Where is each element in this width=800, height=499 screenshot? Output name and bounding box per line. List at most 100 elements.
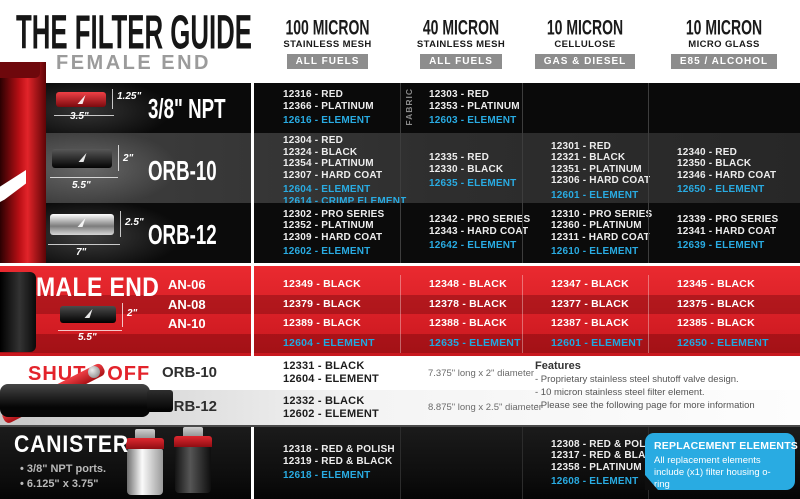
- element-part-number: 12639 - ELEMENT: [677, 240, 765, 252]
- section-label-female-end: FEMALE END: [56, 52, 211, 74]
- column-header-40-micron: 40 MICRON STAINLESS MESH ALL FUELS: [416, 16, 506, 69]
- canister-section: CANISTER • 3/8" NPT ports. • 6.125" x 3.…: [0, 425, 800, 499]
- element-part-number: 12616 - ELEMENT: [283, 115, 371, 127]
- part-number: 12346 - HARD COAT: [677, 169, 777, 181]
- part-number: 12309 - HARD COAT: [283, 231, 383, 243]
- shutoff-valve-nose: [147, 390, 173, 412]
- cell-npt-cellulose-empty: [522, 83, 648, 133]
- cell-canister-cellulose: 12308 - RED & POLISH 12317 - RED & BLACK…: [522, 427, 663, 499]
- npt-filter-photo: [56, 92, 106, 107]
- element-part-number: 12602 - ELEMENT: [283, 246, 371, 257]
- part-number: 12388 - BLACK: [429, 317, 507, 329]
- part-number: 12360 - PLATINUM: [551, 220, 642, 231]
- dim-height: 2": [127, 308, 138, 319]
- element-part-number: 12618 - ELEMENT: [283, 470, 371, 482]
- column-header-100-micron: 100 MICRON STAINLESS MESH ALL FUELS: [283, 16, 372, 69]
- fuel-badge: ALL FUELS: [420, 54, 502, 69]
- callout-title: REPLACEMENT ELEMENTS: [654, 440, 799, 452]
- male-fitting-photo: [0, 272, 36, 352]
- part-number: 12330 - BLACK: [429, 163, 504, 175]
- red-filter-cap: [0, 62, 40, 78]
- male-filter-photo: [60, 306, 116, 323]
- element-part-number: 12608 - ELEMENT: [551, 476, 639, 487]
- part-number: 12339 - PRO SERIES: [677, 214, 779, 226]
- replacement-elements-callout: REPLACEMENT ELEMENTS All replacement ele…: [645, 433, 799, 490]
- divider: [251, 133, 254, 203]
- row-label-orb12: ORB-12: [148, 219, 217, 251]
- part-number: 12379 - BLACK: [283, 297, 361, 310]
- cell-shutoff-orb10-parts: 12331 - BLACK 12604 - ELEMENT: [255, 356, 400, 390]
- part-number: 12352 - PLATINUM: [283, 220, 374, 231]
- cell-canister-100micron: 12318 - RED & POLISH 12319 - RED & BLACK…: [255, 427, 400, 499]
- feature-item: - 10 micron stainless steel filter eleme…: [535, 387, 705, 398]
- divider: [251, 83, 254, 133]
- female-row-orb12: 2.5" 7" ORB-12 12302 - PRO SERIES 12352 …: [0, 203, 800, 263]
- orb10-filter-photo: [52, 149, 112, 168]
- element-part-number: 12601 - ELEMENT: [551, 189, 639, 201]
- divider: [251, 266, 254, 356]
- cell-orb10-microglass: 12340 - RED 12350 - BLACK 12346 - HARD C…: [648, 133, 800, 209]
- row-label-an06: AN-06: [168, 277, 206, 292]
- divider: [251, 427, 254, 499]
- part-number: 12342 - PRO SERIES: [429, 214, 531, 226]
- element-part-number: 12610 - ELEMENT: [551, 246, 639, 257]
- section-label-male-end: MALE END: [36, 272, 160, 302]
- female-row-npt: 1.25" 3.5" 3/8" NPT 12316 - RED 12366 - …: [0, 83, 800, 133]
- element-part-number: 12604 - ELEMENT: [283, 373, 379, 385]
- element-part-number: 12604 - ELEMENT: [283, 184, 371, 195]
- part-number: 12319 - RED & BLACK: [283, 455, 393, 467]
- shutoff-valve-hinge: [88, 366, 100, 378]
- element-part-number: 12650 - ELEMENT: [677, 184, 765, 195]
- features-title: Features: [535, 360, 581, 372]
- cell-npt-40micron: FABRIC 12303 - RED 12353 - PLATINUM 1260…: [400, 83, 522, 133]
- part-number: 12324 - BLACK: [283, 146, 358, 158]
- cell-orb10-40micron: 12335 - RED 12330 - BLACK 12635 - ELEMEN…: [400, 133, 522, 209]
- dim-length: 5.5": [72, 180, 91, 191]
- part-number: 12335 - RED: [429, 152, 490, 164]
- part-number: 12331 - BLACK: [283, 360, 365, 372]
- feature-item: - Please see the following page for more…: [535, 400, 755, 411]
- part-number: 12307 - HARD COAT: [283, 169, 383, 181]
- fabric-watermark: FABRIC: [404, 88, 414, 126]
- cell-orb10-100micron: 12304 - RED 12324 - BLACK 12354 - PLATIN…: [255, 133, 406, 209]
- part-number: 12317 - RED & BLACK: [551, 450, 661, 461]
- row-label-orb10: ORB-10: [162, 364, 218, 381]
- part-number: 12375 - BLACK: [677, 297, 755, 310]
- column-header-10-micron-micro-glass: 10 MICRON MICRO GLASS E85 / ALCOHOL: [648, 18, 800, 69]
- part-number: 12366 - PLATINUM: [283, 100, 374, 112]
- dim-height: 1.25": [117, 91, 142, 102]
- shutoff-valve-photo: [0, 384, 150, 417]
- dim-height: 2.5": [125, 217, 144, 228]
- part-number: 12354 - PLATINUM: [283, 158, 374, 169]
- dim-height: 2": [123, 153, 134, 164]
- cell-orb12-40micron: 12342 - PRO SERIES 12343 - HARD COAT 126…: [400, 203, 531, 263]
- element-part-number: 12635 - ELEMENT: [429, 178, 517, 190]
- cell-npt-100micron: 12316 - RED 12366 - PLATINUM 12616 - ELE…: [255, 83, 400, 133]
- row-label-an08: AN-08: [168, 296, 206, 312]
- dim-length: 3.5": [70, 111, 89, 122]
- section-label-canister: CANISTER: [14, 431, 129, 458]
- part-number: 12306 - HARD COAT: [551, 175, 651, 187]
- row-label-npt: 3/8" NPT: [148, 93, 226, 125]
- divider: [251, 203, 254, 263]
- part-number: 12387 - BLACK: [551, 317, 629, 329]
- row-label-orb10: ORB-10: [148, 155, 217, 187]
- row-label-an10: AN-10: [168, 316, 206, 331]
- cell-shutoff-orb12-size: 8.875" long x 2.5" diameter: [400, 390, 542, 425]
- cell-orb10-cellulose: 12301 - RED 12321 - BLACK 12351 - PLATIN…: [522, 133, 651, 209]
- fuel-badge: E85 / ALCOHOL: [670, 54, 778, 69]
- row-stripe: [0, 333, 800, 353]
- element-part-number: 12642 - ELEMENT: [429, 240, 517, 252]
- red-filter-photo: [0, 62, 46, 263]
- row-label-orb12: ORB-12: [162, 398, 218, 415]
- cell-npt-microglass-empty: [648, 83, 800, 133]
- part-number: 12351 - PLATINUM: [551, 163, 642, 175]
- part-number: 12343 - HARD COAT: [429, 225, 529, 237]
- row-stripe: [0, 294, 800, 314]
- cell-orb12-100micron: 12302 - PRO SERIES 12352 - PLATINUM 1230…: [255, 203, 400, 263]
- part-number: 12311 - HARD COAT: [551, 231, 650, 243]
- part-number: 12308 - RED & POLISH: [551, 438, 663, 450]
- part-number: 12353 - PLATINUM: [429, 100, 520, 112]
- size-spec: 8.875" long x 2.5" diameter: [428, 402, 542, 413]
